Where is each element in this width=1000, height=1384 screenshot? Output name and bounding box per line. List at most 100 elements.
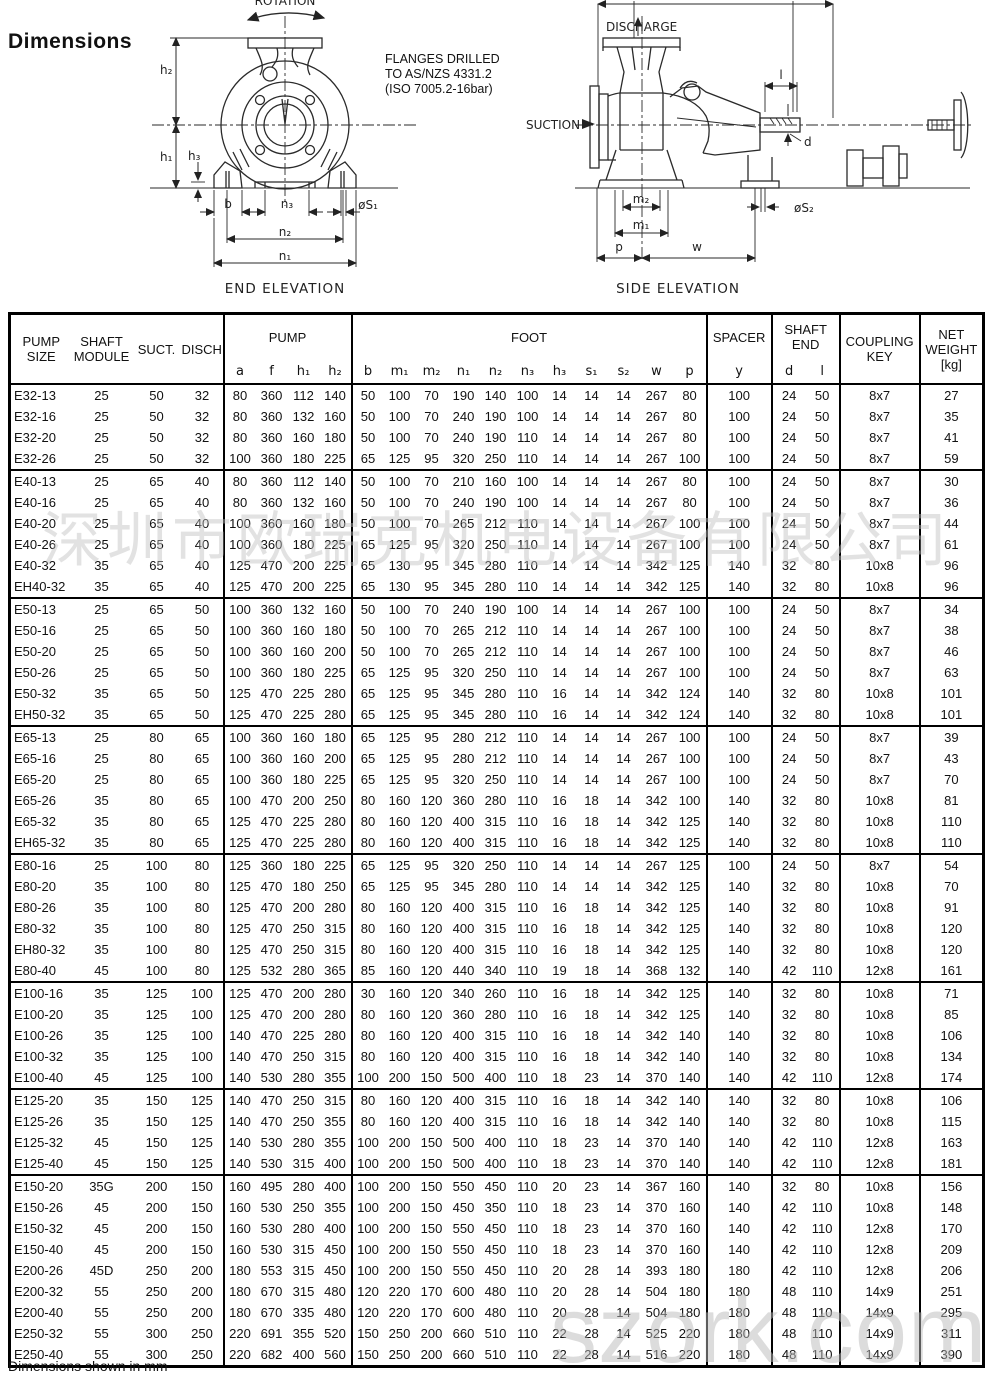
dimension-cell: 80 [222,470,256,492]
dimension-cell: 125 [145,1028,168,1043]
dimension-cell: 10x8 [838,790,920,811]
pump-size-cell: EH40-32 [14,579,66,594]
dimension-cell: 150 [350,1344,384,1367]
dimension-cell: 125 [222,832,256,854]
dimension-cell: 35 [918,406,984,427]
dimension-cell: 200 [388,1242,411,1257]
dimension-cell: 120 [420,793,443,808]
dimension-cell: 65 [194,751,210,766]
dimension-cell: 45 [94,1070,109,1085]
dimension-cell: 101 [918,704,984,726]
dimension-cell: 209 [918,1239,984,1260]
dimension-cell: 85 [918,1004,984,1025]
pump-size-cell: E40-32 [14,558,56,573]
dimension-cell: 100 [516,474,539,489]
dimension-cell: 10x8 [838,1089,920,1111]
dimension-cell: 280 [324,835,346,850]
dimension-cell: 8x7 [838,854,920,876]
dimension-cell: 14 [616,1049,631,1064]
dimension-cell: 40 [194,495,210,510]
pump-size-cell: E100-16 [14,986,64,1001]
dimension-cell: 100 [678,623,701,638]
dimension-cell: 22 [552,1347,567,1362]
header-sub-p: p [685,363,694,379]
dimension-cell: 342 [645,1028,668,1043]
dimension-cell: 500 [452,1156,475,1171]
dimension-cell: 28 [584,1305,599,1320]
dimension-cell: 250 [484,858,507,873]
table-row: E40-16 25 65 40 80 360 132 160 50 100 70 240 190 100 1… [10,492,984,513]
dimension-cell: 100 [705,854,772,876]
dimension-cell: 112 [293,474,314,489]
dimension-cell: 250 [191,1347,213,1362]
dimension-cell: 140 [705,939,772,960]
dimension-cell: 110 [517,730,538,745]
dimension-cell: 550 [452,1179,475,1194]
dimension-cell: 24 [770,854,806,876]
pump-size-cell: E150-26 [14,1200,64,1215]
dimension-cell: 110 [517,537,538,552]
dimension-cell: 100 [705,662,772,683]
dimension-cell: 160 [292,751,315,766]
dimension-cell: 360 [260,409,283,424]
dimension-cell: 250 [292,921,315,936]
dimension-cell: 267 [645,665,668,680]
dimension-cell: 14 [552,537,567,552]
dimension-cell: 80 [814,900,830,915]
pump-size-cell: E40-16 [14,495,56,510]
dimension-cell: 315 [324,942,346,957]
dimension-cell: 10x8 [838,1197,920,1218]
dimension-cell: 160 [222,1197,256,1218]
dimension-cell: 161 [918,960,984,982]
dimension-cell: 280 [292,1221,315,1236]
table-row: EH65-32 35 80 65 125 470 225 280 80 160 120 400 315 1… [10,832,984,854]
dimension-cell: 225 [324,858,346,873]
dimension-cell: 12x8 [838,1067,920,1089]
dimension-cell: 50 [194,623,210,638]
dimension-cell: 200 [420,1347,443,1362]
dimension-cell: 14 [552,623,567,638]
dimension-cell: 50 [814,430,830,445]
dimension-cell: 250 [324,879,346,894]
dimension-cell: 125 [678,879,701,894]
dimension-cell: 80 [350,832,384,854]
dimension-cell: 100 [705,641,772,662]
dimension-cell: 180 [292,879,315,894]
dimension-cell: 342 [645,921,668,936]
dimension-cell: 50 [814,495,830,510]
dimension-cell: 125 [145,1049,168,1064]
dimension-cell: 315 [484,835,507,850]
dimension-cell: 530 [260,1200,283,1215]
dimension-cell: 140 [484,388,507,403]
dimension-cell: 190 [484,409,507,424]
dimension-cell: 315 [292,1263,315,1278]
dimension-cell: 125 [678,942,701,957]
dim-label-n2: n₂ [279,225,292,239]
pump-size-cell: E65-32 [14,814,56,829]
dimension-cell: 315 [484,814,507,829]
dimension-cell: 14 [616,1156,631,1171]
dimension-cell: 28 [584,1263,599,1278]
dimension-cell: 150 [420,1135,443,1150]
dimension-cell: 200 [292,1007,315,1022]
dimension-cell: 200 [420,1326,443,1341]
dimension-cell: 24 [770,748,806,769]
dimension-cell: 345 [452,686,475,701]
dimension-cell: 150 [145,1093,168,1108]
dim-label-n1: n₁ [279,249,292,263]
dimension-cell: 55 [94,1305,109,1320]
dimension-cell: 14 [616,858,631,873]
dimension-cell: 8x7 [838,534,920,555]
dimension-cell: 14 [616,495,631,510]
dimension-cell: 25 [94,772,109,787]
dimension-cell: 120 [350,1281,384,1302]
dimension-cell: 32 [770,832,806,854]
dimension-cell: 220 [388,1305,411,1320]
dimension-cell: 14 [552,579,567,594]
pump-size-cell: E80-20 [14,879,56,894]
dimension-cell: 50 [814,474,830,489]
dimension-cell: 65 [350,704,384,726]
dimension-cell: 70 [918,876,984,897]
dimension-cell: 660 [452,1326,475,1341]
table-row: E150-20 35G 200 150 160 495 280 400 100 200 150 550… [10,1175,984,1197]
